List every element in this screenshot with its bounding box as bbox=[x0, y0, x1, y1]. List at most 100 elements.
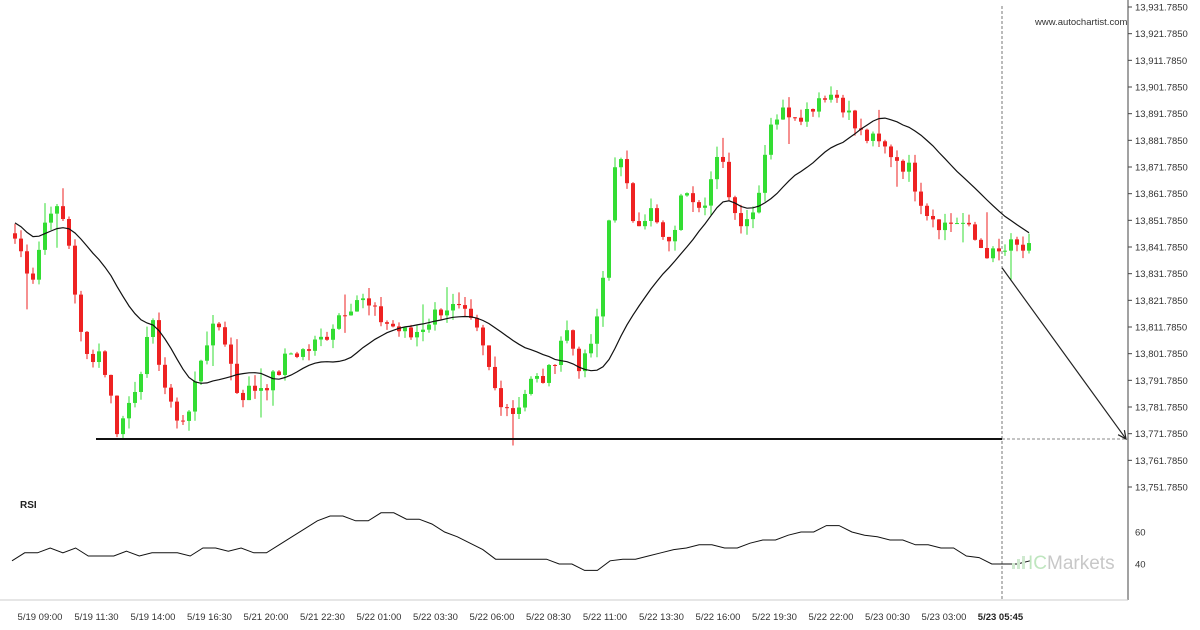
candle-body bbox=[1015, 239, 1019, 245]
candle-body bbox=[655, 208, 659, 223]
candle-body bbox=[241, 392, 245, 401]
forecast-arrow-head bbox=[1117, 429, 1127, 441]
candle-body bbox=[451, 303, 455, 311]
candle-body bbox=[937, 219, 941, 231]
time-tick-label: 5/22 16:00 bbox=[696, 612, 741, 623]
candle-body bbox=[949, 222, 953, 224]
candle-body bbox=[793, 117, 797, 119]
candle-body bbox=[841, 97, 845, 113]
price-tick-label: 13,761.7850 bbox=[1135, 456, 1188, 467]
candle-body bbox=[133, 391, 137, 403]
candle-body bbox=[115, 395, 119, 435]
price-tick-label: 13,861.7850 bbox=[1135, 189, 1188, 200]
time-tick-label: 5/21 22:30 bbox=[300, 612, 345, 623]
candle-body bbox=[883, 141, 887, 147]
candle-body bbox=[79, 294, 83, 332]
brand-prefix: IC bbox=[1028, 553, 1047, 574]
candle-body bbox=[547, 364, 551, 383]
candle-body bbox=[781, 107, 785, 120]
candle-body bbox=[457, 303, 461, 306]
candle-body bbox=[253, 385, 257, 391]
candle-body bbox=[151, 320, 155, 337]
candle-body bbox=[715, 156, 719, 180]
candle-body bbox=[199, 360, 203, 382]
candle-body bbox=[121, 418, 125, 435]
candle-body bbox=[61, 206, 65, 220]
forecast-arrow bbox=[1001, 267, 1127, 440]
candle-body bbox=[577, 348, 581, 372]
candle-body bbox=[607, 220, 611, 278]
candle-body bbox=[865, 129, 869, 141]
candle-body bbox=[139, 374, 143, 392]
candle-body bbox=[49, 213, 53, 223]
candle-body bbox=[211, 323, 215, 346]
price-tick-label: 13,801.7850 bbox=[1135, 349, 1188, 360]
candle-body bbox=[481, 327, 485, 346]
candle-body bbox=[355, 300, 359, 312]
candle-body bbox=[985, 247, 989, 259]
candle-body bbox=[109, 374, 113, 396]
candle-body bbox=[25, 251, 29, 274]
candles bbox=[13, 86, 1031, 446]
candle-body bbox=[169, 387, 173, 402]
candle-body bbox=[673, 229, 677, 242]
candle-body bbox=[625, 159, 629, 184]
candle-body bbox=[349, 311, 353, 316]
candle-body bbox=[829, 94, 833, 100]
candle-body bbox=[259, 388, 263, 391]
candle-body bbox=[331, 328, 335, 340]
price-axis: 13,931.7850 13,921.7850 13,911.7850 13,901.… bbox=[1128, 3, 1188, 494]
candle-body bbox=[67, 219, 71, 246]
candle-body bbox=[739, 213, 743, 227]
candle-body bbox=[415, 331, 419, 338]
candle-body bbox=[247, 385, 251, 401]
watermark-text: www.autochartist.com bbox=[1034, 17, 1127, 28]
candle-body bbox=[619, 159, 623, 168]
price-tick-label: 13,901.7850 bbox=[1135, 83, 1188, 94]
candle-body bbox=[337, 315, 341, 329]
moving-average-line bbox=[14, 117, 1030, 384]
rsi-label: RSI bbox=[20, 500, 37, 511]
ic-markets-logo: ICMarkets bbox=[1012, 553, 1115, 574]
candle-body bbox=[751, 212, 755, 220]
candle-body bbox=[13, 233, 17, 239]
candle-body bbox=[421, 329, 425, 332]
candle-body bbox=[925, 205, 929, 216]
candle-body bbox=[73, 245, 77, 295]
candle-body bbox=[487, 345, 491, 367]
rsi-tick-label: 60 bbox=[1135, 528, 1146, 539]
candle-body bbox=[85, 331, 89, 354]
candle-body bbox=[847, 110, 851, 113]
candle-body bbox=[439, 309, 443, 316]
price-tick-label: 13,821.7850 bbox=[1135, 296, 1188, 307]
candle-body bbox=[433, 309, 437, 325]
candle-body bbox=[583, 353, 587, 372]
candle-body bbox=[229, 344, 233, 364]
price-tick-label: 13,771.7850 bbox=[1135, 429, 1188, 440]
candle-body bbox=[643, 220, 647, 227]
time-tick-label: 5/22 11:00 bbox=[583, 612, 627, 623]
candle-body bbox=[295, 353, 299, 357]
time-tick-label: 5/22 01:00 bbox=[357, 612, 402, 623]
price-tick-label: 13,921.7850 bbox=[1135, 29, 1188, 40]
candle-body bbox=[427, 324, 431, 330]
candle-body bbox=[835, 94, 839, 98]
brand-suffix: Markets bbox=[1047, 553, 1115, 574]
candle-body bbox=[403, 327, 407, 332]
price-tick-label: 13,931.7850 bbox=[1135, 3, 1188, 14]
candle-body bbox=[343, 315, 347, 317]
candle-body bbox=[601, 277, 605, 317]
candle-body bbox=[529, 378, 533, 394]
candle-body bbox=[823, 98, 827, 100]
candle-body bbox=[565, 330, 569, 341]
candle-body bbox=[1009, 239, 1013, 251]
candle-body bbox=[379, 306, 383, 323]
candle-body bbox=[991, 248, 995, 259]
candle-body bbox=[145, 336, 149, 375]
candle-body bbox=[187, 411, 191, 421]
candle-body bbox=[385, 322, 389, 324]
price-tick-label: 13,811.7850 bbox=[1135, 323, 1187, 334]
candle-body bbox=[727, 161, 731, 198]
candle-body bbox=[475, 317, 479, 328]
price-tick-label: 13,791.7850 bbox=[1135, 376, 1188, 387]
